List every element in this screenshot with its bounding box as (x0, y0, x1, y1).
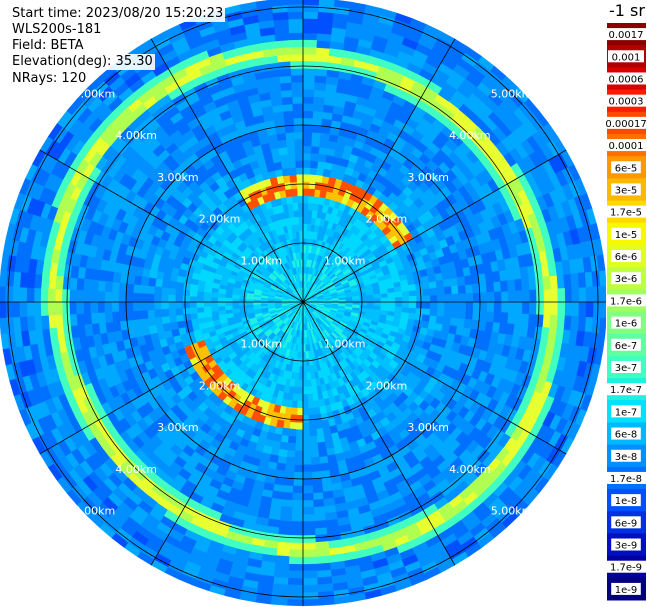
azimuth-spoke (302, 149, 567, 303)
range-label: 5.00km (74, 505, 116, 518)
colorbar-tick-bg (606, 294, 647, 307)
colorbar-tick-label: 6e-9 (615, 518, 638, 529)
range-label: 2.00km (366, 379, 408, 392)
colorbar-tick-bg (611, 538, 641, 551)
colorbar-tick-label: 1e-7 (615, 407, 638, 418)
range-labels: 1.00km 1.00km 1.00km 1.00km 2.00km 2.00km 2.00… (74, 87, 533, 517)
colorbar-tick-bg (611, 582, 641, 595)
colorbar-tick-bg (606, 205, 647, 218)
colorbar-tick-bg (606, 94, 647, 107)
azimuth-spoke (302, 301, 456, 566)
range-label: 1.00km (324, 254, 366, 267)
range-label: 3.00km (407, 421, 449, 434)
colorbar-tick-label: 1e-9 (615, 585, 638, 596)
colorbar-tick-label: 6e-6 (615, 252, 638, 263)
colorbar-tick-bg (608, 50, 644, 63)
colorbar-tick-label: 0.001 (612, 52, 641, 63)
colorbar-tick-label: 3e-5 (615, 185, 638, 196)
colorbar-tick-label: 3e-9 (615, 541, 638, 552)
colorbar-tick-label: 0.0006 (609, 74, 644, 85)
range-label: 2.00km (366, 213, 408, 226)
azimuth-spoke (39, 301, 304, 455)
range-label: 5.00km (491, 505, 533, 518)
range-label: 4.00km (115, 129, 157, 142)
colorbar-tick-label: 0.0017 (609, 30, 644, 41)
colorbar-tick-label: 1.7e-8 (610, 474, 642, 485)
range-label: 3.00km (407, 171, 449, 184)
colorbar-tick-bg (606, 139, 647, 152)
colorbar-tick-label: 1.7e-6 (610, 296, 642, 307)
azimuth-spoke (39, 149, 304, 303)
range-label: 1.00km (240, 254, 282, 267)
colorbar-tick-label: 3e-7 (615, 363, 638, 374)
azimuth-spoke (150, 38, 304, 303)
colorbar-tick-bg (611, 360, 641, 373)
colorbar-tick-bg (611, 161, 641, 174)
colorbar-tick-bg (606, 383, 647, 396)
range-label: 1.00km (324, 338, 366, 351)
range-label: 4.00km (115, 463, 157, 476)
range-label: 5.00km (491, 87, 533, 100)
colorbar-tick-label: 3e-6 (615, 274, 638, 285)
azimuth-spoke (150, 301, 304, 566)
field-label: Field: BETA (10, 38, 86, 54)
range-label: 2.00km (199, 379, 241, 392)
range-label: 2.00km (199, 213, 241, 226)
colorbar-tick-bg (611, 338, 641, 351)
colorbar-tick-bg (611, 516, 641, 529)
colorbar-tick-label: 0.00017 (606, 119, 647, 130)
colorbar-tick-bg (611, 183, 641, 196)
colorbar-tick-bg (611, 405, 641, 418)
range-label: 4.00km (449, 129, 491, 142)
colorbar-tick-bg (611, 494, 641, 507)
colorbar-tick-bg (606, 28, 647, 41)
colorbar-tick-bg (611, 250, 641, 263)
colorbar-tick-bg (606, 72, 647, 85)
colorbar-tick-bg (611, 316, 641, 329)
colorbar-tick-label: 1e-8 (615, 496, 638, 507)
start-time-label: Start time: 2023/08/20 15:20:23 (10, 6, 226, 22)
instrument-label: WLS200s-181 (10, 22, 104, 38)
colorbar-tick-label: 1e-6 (615, 319, 638, 330)
colorbar-unit: -1 sr (609, 1, 645, 20)
colorbar-tick-label: 1.7e-7 (610, 385, 642, 396)
nrays-label: NRays: 120 (10, 71, 89, 87)
polar-grid (0, 0, 606, 606)
elevation-label: Elevation(deg): 35.30 (10, 54, 155, 70)
colorbar-tick-label: 6e-5 (615, 163, 638, 174)
colorbar-tick-bg (611, 227, 641, 240)
colorbar-tick-label: 1.7e-9 (610, 563, 642, 574)
colorbar-tick-label: 1e-5 (615, 230, 638, 241)
colorbar-tick-bg (606, 560, 647, 573)
range-label: 5.00km (74, 87, 116, 100)
colorbar-tick-label: 3e-8 (615, 452, 638, 463)
azimuth-spoke (302, 38, 456, 303)
range-label: 4.00km (449, 463, 491, 476)
colorbar-tick-bg (606, 471, 647, 484)
colorbar-tick-label: 0.0001 (609, 141, 644, 152)
ppi-plot: 1.00km 1.00km 1.00km 1.00km 2.00km 2.00km 2.00… (0, 0, 606, 607)
colorbar: -1 sr 0.0017 0.001 0.0006 0.0003 0.00017 0.00… (606, 1, 647, 601)
range-label: 1.00km (240, 338, 282, 351)
colorbar-tick-label: 1.7e-5 (610, 208, 642, 219)
colorbar-tick-bg (611, 427, 641, 440)
colorbar-tick-bg (611, 449, 641, 462)
range-label: 3.00km (157, 421, 199, 434)
colorbar-tick-label: 0.0003 (609, 97, 644, 108)
colorbar-tick-label: 6e-8 (615, 430, 638, 441)
azimuth-spoke (302, 301, 567, 455)
colorbar-tick-bg (611, 272, 641, 285)
range-label: 3.00km (157, 171, 199, 184)
colorbar-tick-bg (606, 116, 647, 129)
colorbar-tick-label: 6e-7 (615, 341, 638, 352)
